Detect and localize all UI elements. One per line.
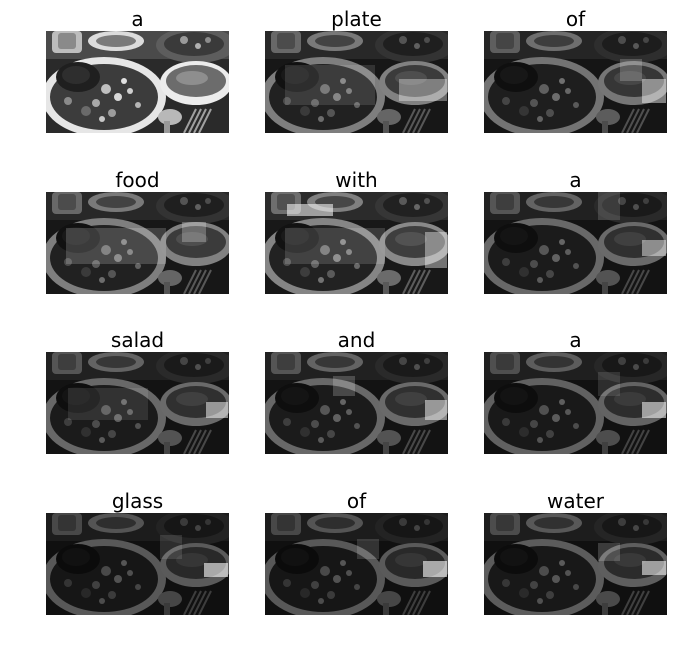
- panel-word: water: [547, 489, 604, 513]
- panel-word: a: [131, 7, 144, 31]
- panel-word: glass: [111, 489, 164, 513]
- food-photo: [46, 31, 229, 133]
- panel-word: and: [337, 328, 376, 352]
- panel-word: a: [569, 168, 582, 192]
- panel-word: of: [346, 489, 367, 513]
- panel-word: with: [335, 168, 378, 192]
- attention-photo: [484, 192, 667, 294]
- panel-word: food: [115, 168, 160, 192]
- attention-photo: [265, 31, 448, 133]
- panel-word: of: [565, 7, 586, 31]
- attention-photo: [484, 352, 667, 454]
- panel-word: plate: [331, 7, 382, 31]
- attention-photo: [265, 192, 448, 294]
- attention-photo: [484, 31, 667, 133]
- panel-word: salad: [110, 328, 165, 352]
- attention-photo: [46, 352, 229, 454]
- attention-photo: [46, 513, 229, 615]
- attention-photo: [46, 192, 229, 294]
- panel-word: a: [569, 328, 582, 352]
- attention-photo: [484, 513, 667, 615]
- attention-photo: [265, 513, 448, 615]
- attention-photo: [265, 352, 448, 454]
